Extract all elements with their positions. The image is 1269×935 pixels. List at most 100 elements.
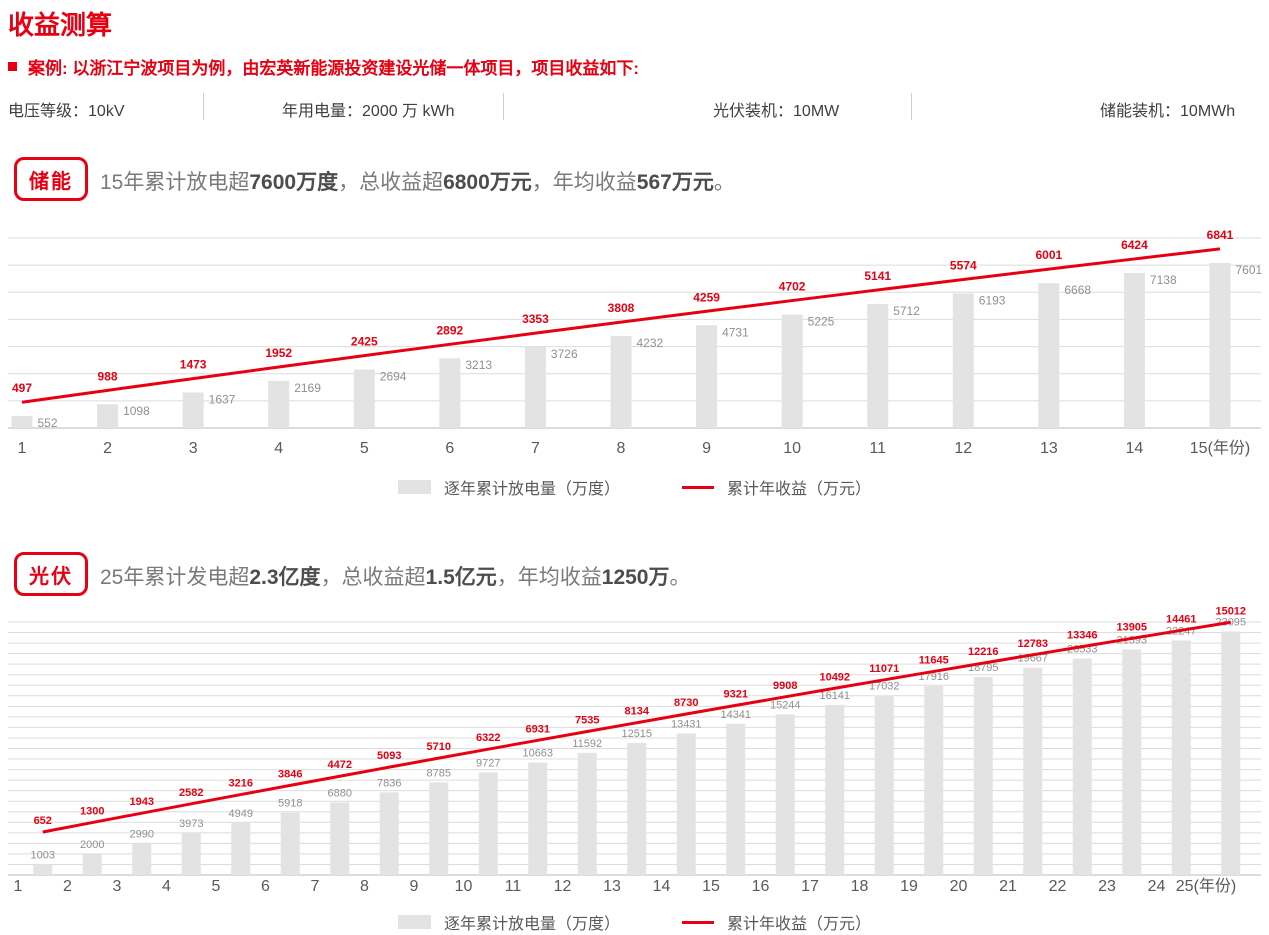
bar-value-label: 12515 [621, 728, 652, 740]
line-value-label: 652 [34, 815, 52, 827]
line-value-label: 2425 [351, 335, 378, 349]
line-value-label: 6322 [476, 732, 500, 744]
bar-value-label: 3726 [551, 347, 578, 361]
bar [268, 380, 290, 428]
bar [1023, 667, 1043, 875]
bar-value-label: 11592 [572, 738, 602, 750]
x-axis-label: 12 [554, 878, 572, 895]
bar-value-label: 9727 [476, 757, 500, 769]
line-value-label: 4259 [693, 290, 720, 304]
bar [867, 303, 889, 428]
line-value-label: 497 [12, 381, 32, 395]
x-axis-label: 15(年份) [1190, 439, 1250, 457]
bar [781, 314, 803, 428]
bar-value-label: 3973 [179, 818, 203, 830]
line-value-label: 1300 [80, 806, 104, 818]
bar-value-label: 2990 [130, 828, 154, 840]
bar-value-label: 7138 [1150, 273, 1177, 287]
line-value-label: 14461 [1166, 613, 1197, 625]
bar [33, 864, 53, 875]
info-pv-capacity: 光伏装机：10MW [713, 103, 840, 120]
x-axis-label: 5 [212, 878, 221, 895]
bar-value-label: 14341 [720, 709, 751, 721]
bar [1171, 640, 1191, 875]
storage-badge: 储能 [14, 157, 88, 201]
bar [676, 733, 696, 875]
bar [1221, 631, 1241, 875]
line-value-label: 15012 [1215, 605, 1246, 617]
x-axis-label: 12 [954, 440, 972, 457]
bar-value-label: 5712 [893, 304, 920, 318]
pv-summary: 25年累计发电超2.3亿度，总收益超1.5亿元，年均收益1250万。 [100, 566, 691, 589]
bar-value-label: 7601 [1236, 263, 1263, 277]
bar [924, 686, 944, 875]
bar [97, 404, 119, 428]
bar [11, 416, 33, 428]
x-axis-label: 10 [783, 440, 801, 457]
bar [82, 853, 102, 875]
line-value-label: 3216 [229, 778, 253, 790]
bar [353, 369, 375, 428]
line-value-label: 5141 [864, 269, 891, 283]
line-value-label: 9908 [773, 680, 797, 692]
line-value-label: 5574 [950, 258, 977, 272]
line-value-label: 10492 [819, 671, 850, 683]
x-axis-label: 1 [14, 878, 23, 895]
storage-summary: 15年累计放电超7600万度，总收益超6800万元，年均收益567万元。 [100, 171, 735, 194]
pv-badge: 光伏 [14, 552, 88, 596]
line-value-label: 1473 [180, 358, 207, 372]
line-value-label: 11645 [919, 654, 949, 666]
x-axis-label: 8 [360, 878, 369, 895]
x-axis-label: 1 [18, 440, 27, 457]
line-value-label: 6931 [526, 723, 550, 735]
line-value-label: 4472 [328, 759, 352, 771]
line-value-label: 8134 [625, 706, 650, 718]
line-value-label: 6841 [1207, 228, 1234, 242]
bar-value-label: 7836 [377, 777, 401, 789]
bar [1122, 649, 1142, 875]
x-axis-label: 3 [189, 440, 198, 457]
bar [330, 802, 350, 875]
bar-value-label: 2000 [80, 839, 104, 851]
bar-value-label: 5225 [808, 315, 835, 329]
bar-value-label: 15244 [770, 699, 801, 711]
legend-item-discharge: 逐年累计放电量（万度） [397, 475, 620, 499]
x-axis-label: 9 [410, 878, 419, 895]
bar [439, 358, 461, 428]
bar [181, 833, 201, 875]
line-value-label: 2892 [437, 323, 464, 337]
line-value-label: 3353 [522, 312, 549, 326]
bar [1209, 262, 1231, 428]
x-axis-label: 14 [653, 878, 671, 895]
bar [874, 695, 894, 875]
line-value-label: 3808 [608, 301, 635, 315]
line-value-label: 8730 [674, 697, 698, 709]
bar [280, 812, 300, 875]
bar [973, 676, 993, 875]
bar-value-label: 8785 [427, 767, 451, 779]
bar [775, 714, 795, 875]
x-axis-label: 5 [360, 440, 369, 457]
case-text: 案例: 以浙江宁波项目为例，由宏英新能源投资建设光储一体项目，项目收益如下: [28, 59, 640, 78]
info-storage-capacity: 储能装机：10MWh [1100, 103, 1236, 120]
bar [696, 325, 718, 428]
line-value-label: 1952 [265, 346, 292, 360]
divider [911, 93, 912, 120]
storage-chart: 5521098163721692694321337264232473152255… [8, 228, 1263, 457]
line-value-label: 5093 [377, 750, 401, 762]
legend-item-revenue: 累计年收益（万元） [682, 910, 871, 934]
info-voltage-level: 电压等级：10kV [8, 103, 125, 120]
x-axis-label: 7 [531, 440, 540, 457]
bar-value-label: 1003 [31, 849, 55, 861]
revenue-line [42, 620, 1231, 834]
bar [577, 752, 597, 875]
line-value-label: 988 [98, 369, 118, 383]
line-value-label: 13905 [1116, 621, 1147, 633]
bar [627, 743, 647, 875]
x-axis-label: 23 [1098, 878, 1116, 895]
line-value-label: 12783 [1017, 638, 1048, 650]
x-axis-label: 13 [603, 878, 621, 895]
project-info-bar: 电压等级：10kV 年用电量：2000 万 kWh 光伏装机：10MW 储能装机… [0, 90, 1269, 124]
bar [524, 347, 546, 428]
x-axis-label: 20 [950, 878, 968, 895]
